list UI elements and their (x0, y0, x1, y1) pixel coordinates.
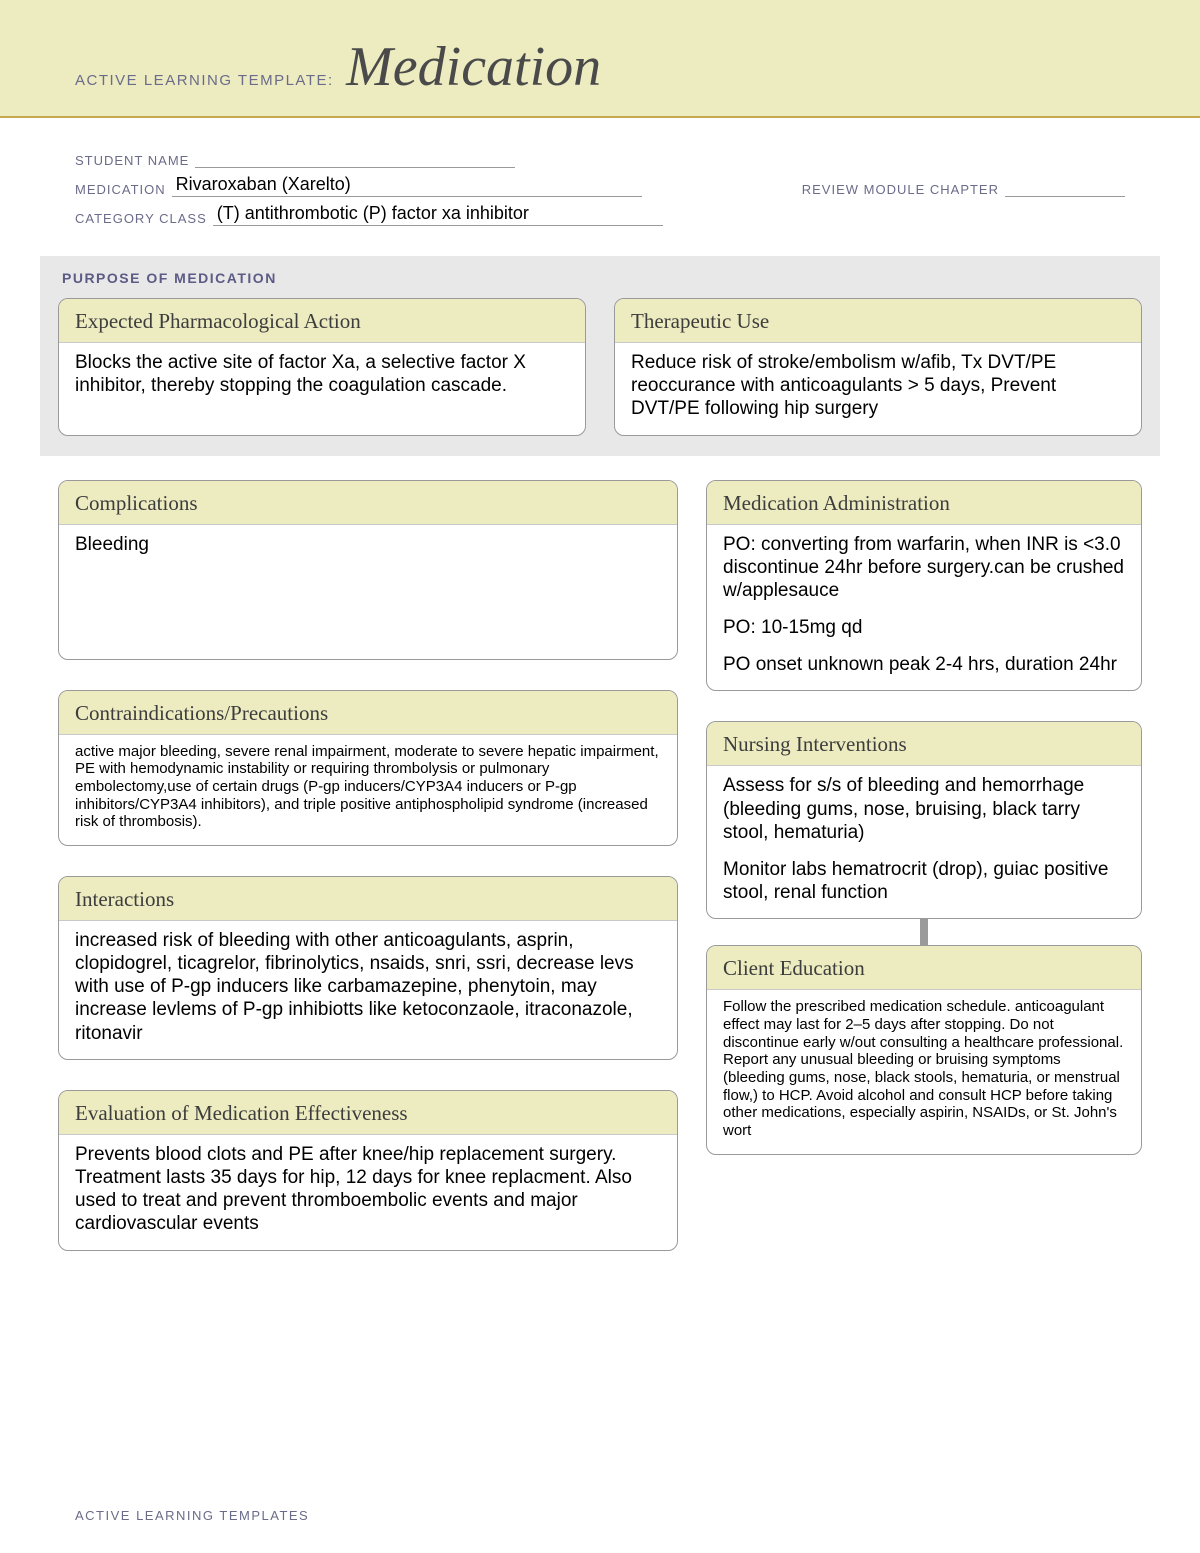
right-column: Medication Administration PO: converting… (706, 480, 1142, 1251)
card-title: Nursing Interventions (707, 722, 1141, 766)
left-column: Complications Bleeding Contraindications… (58, 480, 678, 1251)
admin-p1: PO: converting from warfarin, when INR i… (723, 533, 1125, 603)
header-title: Medication (346, 35, 601, 99)
review-field[interactable] (1005, 175, 1125, 197)
card-title: Evaluation of Medication Effectiveness (59, 1091, 677, 1135)
medication-label: MEDICATION (75, 182, 166, 197)
card-title: Therapeutic Use (615, 299, 1141, 343)
purpose-title: PURPOSE OF MEDICATION (62, 270, 1142, 286)
nursing-p1: Assess for s/s of bleeding and hemorrhag… (723, 774, 1125, 844)
admin-p2: PO: 10-15mg qd (723, 616, 1125, 639)
medication-field[interactable]: Rivaroxaban (Xarelto) (172, 174, 642, 197)
card-education: Client Education Follow the prescribed m… (706, 945, 1142, 1155)
card-body: active major bleeding, severe renal impa… (59, 735, 677, 845)
purpose-section: PURPOSE OF MEDICATION Expected Pharmacol… (40, 256, 1160, 456)
student-name-field[interactable] (195, 146, 515, 168)
card-body: Bleeding (59, 525, 677, 570)
card-title: Expected Pharmacological Action (59, 299, 585, 343)
card-body: Prevents blood clots and PE after knee/h… (59, 1135, 677, 1250)
card-body: PO: converting from warfarin, when INR i… (707, 525, 1141, 691)
category-label: CATEGORY CLASS (75, 211, 207, 226)
main-columns: Complications Bleeding Contraindications… (0, 456, 1200, 1251)
spacer (706, 691, 1142, 721)
card-body: Assess for s/s of bleeding and hemorrhag… (707, 766, 1141, 918)
card-title: Client Education (707, 946, 1141, 990)
card-complications: Complications Bleeding (58, 480, 678, 660)
card-body: Follow the prescribed medication schedul… (707, 990, 1141, 1154)
card-administration: Medication Administration PO: converting… (706, 480, 1142, 692)
card-title: Complications (59, 481, 677, 525)
card-body: Reduce risk of stroke/embolism w/afib, T… (615, 343, 1141, 435)
card-therapeutic: Therapeutic Use Reduce risk of stroke/em… (614, 298, 1142, 436)
footer-text: ACTIVE LEARNING TEMPLATES (75, 1508, 309, 1523)
review-label: REVIEW MODULE CHAPTER (802, 182, 999, 197)
student-name-label: STUDENT NAME (75, 153, 189, 168)
nursing-p2: Monitor labs hematrocrit (drop), guiac p… (723, 858, 1125, 904)
card-body: increased risk of bleeding with other an… (59, 921, 677, 1059)
card-contraindications: Contraindications/Precautions active maj… (58, 690, 678, 846)
card-nursing: Nursing Interventions Assess for s/s of … (706, 721, 1142, 919)
header-band: ACTIVE LEARNING TEMPLATE: Medication (0, 0, 1200, 118)
card-title: Contraindications/Precautions (59, 691, 677, 735)
category-field[interactable]: (T) antithrombotic (P) factor xa inhibit… (213, 203, 663, 226)
meta-block: STUDENT NAME MEDICATION Rivaroxaban (Xar… (0, 118, 1200, 242)
card-pharm-action: Expected Pharmacological Action Blocks t… (58, 298, 586, 436)
card-title: Medication Administration (707, 481, 1141, 525)
admin-p3: PO onset unknown peak 2-4 hrs, duration … (723, 653, 1125, 676)
card-interactions: Interactions increased risk of bleeding … (58, 876, 678, 1060)
connector-line (920, 919, 928, 945)
card-evaluation: Evaluation of Medication Effectiveness P… (58, 1090, 678, 1251)
card-body: Blocks the active site of factor Xa, a s… (59, 343, 585, 411)
card-title: Interactions (59, 877, 677, 921)
header-prefix: ACTIVE LEARNING TEMPLATE: (75, 72, 334, 89)
